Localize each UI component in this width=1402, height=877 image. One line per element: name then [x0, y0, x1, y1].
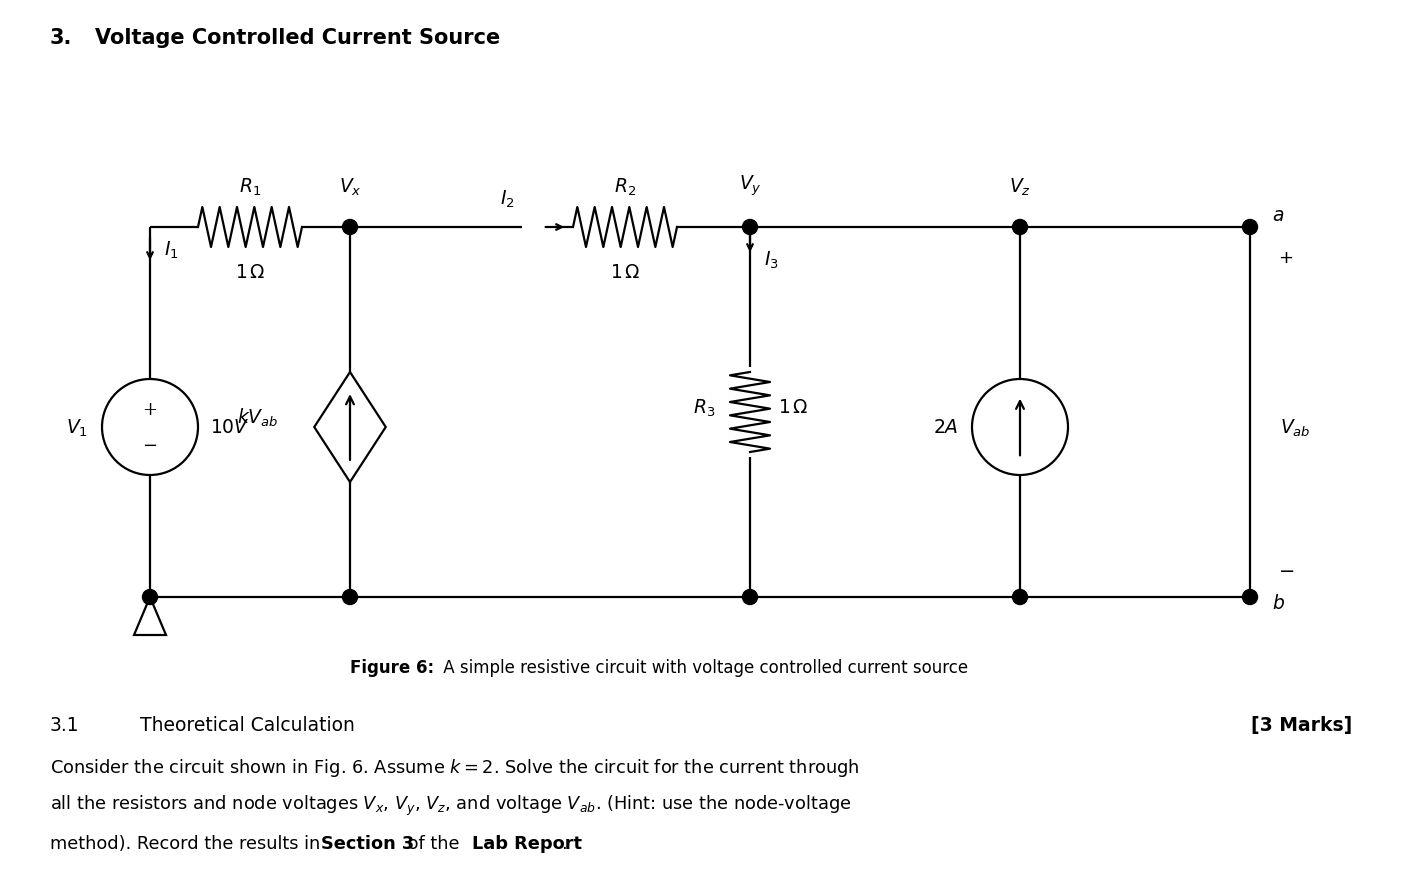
Text: A simple resistive circuit with voltage controlled current source: A simple resistive circuit with voltage …	[437, 659, 969, 676]
Text: Lab Report: Lab Report	[472, 834, 582, 852]
Circle shape	[342, 220, 358, 235]
Text: of the: of the	[402, 834, 465, 852]
Text: $kV_{ab}$: $kV_{ab}$	[237, 406, 278, 429]
Circle shape	[1242, 220, 1258, 235]
Text: Consider the circuit shown in Fig. 6. Assume $k = 2$. Solve the circuit for the : Consider the circuit shown in Fig. 6. As…	[50, 756, 859, 778]
Circle shape	[1012, 220, 1028, 235]
Text: $V_{ab}$: $V_{ab}$	[1280, 417, 1311, 438]
Text: $R_2$: $R_2$	[614, 176, 637, 198]
Text: $V_z$: $V_z$	[1009, 176, 1030, 198]
Text: .: .	[561, 834, 566, 852]
Text: method). Record the results in: method). Record the results in	[50, 834, 325, 852]
Text: 3.: 3.	[50, 28, 73, 48]
Text: $I_2$: $I_2$	[501, 189, 515, 210]
Text: $R_3$: $R_3$	[693, 397, 715, 418]
Text: +: +	[143, 400, 157, 418]
Circle shape	[1012, 590, 1028, 605]
Circle shape	[743, 220, 757, 235]
Text: Voltage Controlled Current Source: Voltage Controlled Current Source	[95, 28, 501, 48]
Text: Figure 6:: Figure 6:	[350, 659, 435, 676]
Text: $V_y$: $V_y$	[739, 174, 761, 198]
Text: $I_3$: $I_3$	[764, 249, 778, 270]
Text: $I_1$: $I_1$	[164, 239, 178, 260]
Text: all the resistors and node voltages $V_x$, $V_y$, $V_z$, and voltage $V_{ab}$. (: all the resistors and node voltages $V_x…	[50, 793, 851, 817]
Circle shape	[743, 590, 757, 605]
Circle shape	[342, 590, 358, 605]
Circle shape	[1242, 590, 1258, 605]
Text: $R_1$: $R_1$	[238, 176, 261, 198]
Text: $+$: $+$	[1279, 249, 1293, 267]
Text: [3 Marks]: [3 Marks]	[1251, 716, 1352, 735]
Text: $a$: $a$	[1272, 207, 1284, 225]
Text: $V_1$: $V_1$	[66, 417, 88, 438]
Text: $1\,\Omega$: $1\,\Omega$	[610, 264, 641, 282]
Text: $10V$: $10V$	[210, 418, 250, 437]
Text: $-$: $-$	[1279, 560, 1294, 578]
Text: Section 3: Section 3	[321, 834, 415, 852]
Text: −: −	[143, 437, 157, 454]
Text: 3.1: 3.1	[50, 716, 80, 735]
Text: $b$: $b$	[1272, 594, 1286, 613]
Text: $2A$: $2A$	[932, 418, 958, 437]
Circle shape	[143, 590, 157, 605]
Text: $1\,\Omega$: $1\,\Omega$	[778, 398, 809, 417]
Text: $1\,\Omega$: $1\,\Omega$	[234, 264, 265, 282]
Text: $V_x$: $V_x$	[339, 176, 362, 198]
Text: Theoretical Calculation: Theoretical Calculation	[140, 716, 355, 735]
